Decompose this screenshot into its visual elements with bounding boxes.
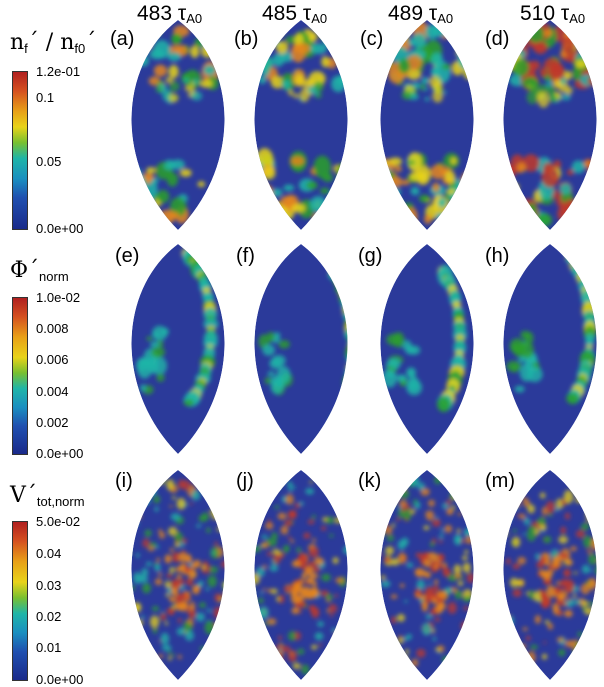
cbar-velocity-min: 0.0e+00 (36, 672, 84, 687)
cbar-potential-tick: 0.006 (36, 352, 69, 367)
cross-section-panel (131, 470, 225, 680)
cbar-density-tick: 0.05 (36, 154, 62, 169)
cross-section-panel (254, 20, 348, 230)
cbar-density-max: 1.2e-01 (36, 64, 81, 79)
panel-label: (m) (485, 470, 515, 492)
cbar-potential-tick: 0.008 (36, 321, 69, 336)
cross-section-panel (380, 20, 474, 230)
cross-section-panel (254, 244, 348, 454)
cross-section-panel (380, 470, 474, 680)
panel-label: (g) (358, 245, 383, 267)
cross-section-panel (503, 470, 597, 680)
time-header-2: 485 τA0 (262, 2, 328, 26)
time-header-4: 510 τA0 (520, 2, 586, 26)
cbar-velocity-tick: 0.02 (36, 609, 62, 624)
quantity-label-potential: Φ´norm (10, 258, 69, 284)
colorbar-potential (12, 297, 28, 455)
cross-section-panel (503, 244, 597, 454)
panel-label: (f) (236, 245, 255, 267)
cbar-density-min: 0.0e+00 (36, 221, 84, 236)
panel-label: (d) (485, 28, 510, 50)
cross-section-panel (131, 244, 225, 454)
colorbar-density (12, 71, 28, 230)
cbar-potential-min: 0.0e+00 (36, 446, 84, 461)
cbar-potential-max: 1.0e-02 (36, 290, 81, 305)
cbar-density-tick: 0.1 (36, 90, 55, 105)
panel-label: (e) (115, 245, 140, 267)
cbar-velocity-tick: 0.01 (36, 640, 62, 655)
cbar-velocity-max: 5.0e-02 (36, 514, 81, 529)
panel-label: (b) (234, 28, 259, 50)
cross-section-panel (131, 20, 225, 230)
quantity-label-density: nf´ / nf0´ (10, 30, 97, 56)
panel-label: (j) (236, 470, 254, 492)
cross-section-panel (503, 20, 597, 230)
panel-label: (k) (358, 470, 382, 492)
cbar-velocity-tick: 0.04 (36, 546, 62, 561)
quantity-label-velocity: V´tot,norm (10, 483, 85, 509)
panel-label: (a) (110, 28, 135, 50)
cbar-potential-tick: 0.004 (36, 384, 69, 399)
colorbar-velocity (12, 521, 28, 681)
time-header-1: 483 τA0 (137, 2, 203, 26)
cbar-potential-tick: 0.002 (36, 415, 69, 430)
time-header-3: 489 τA0 (388, 2, 454, 26)
cbar-velocity-tick: 0.03 (36, 578, 62, 593)
panel-label: (c) (360, 28, 384, 50)
cross-section-panel (254, 470, 348, 680)
cross-section-panel (380, 244, 474, 454)
panel-label: (i) (115, 470, 133, 492)
panel-label: (h) (485, 245, 510, 267)
